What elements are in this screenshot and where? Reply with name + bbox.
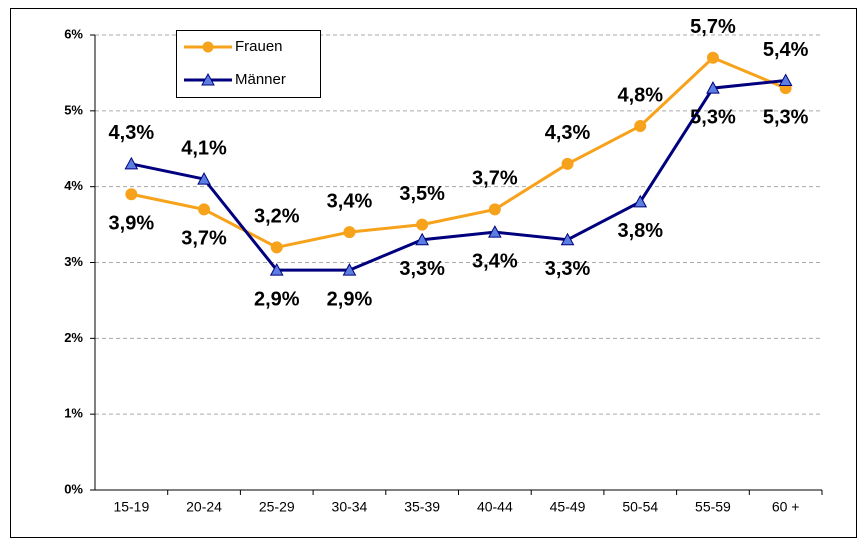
marker	[706, 51, 719, 64]
legend-marker	[201, 72, 215, 86]
marker	[706, 81, 720, 94]
x-tick-label: 40-44	[477, 499, 513, 515]
marker	[270, 241, 283, 254]
data-label: 3,9%	[109, 213, 155, 235]
marker	[197, 172, 211, 185]
y-tick-label: 0%	[64, 481, 83, 496]
marker	[342, 263, 357, 276]
marker	[633, 194, 648, 208]
x-tick-label: 45-49	[550, 499, 586, 515]
data-label: 5,7%	[690, 16, 736, 38]
data-label: 3,4%	[327, 190, 373, 212]
legend-label: Männer	[235, 71, 286, 88]
series-line	[131, 79, 786, 272]
data-label: 2,9%	[327, 288, 373, 310]
data-label: 3,2%	[254, 206, 300, 228]
marker	[343, 226, 356, 239]
marker	[198, 203, 211, 216]
data-label: 5,3%	[763, 106, 809, 128]
data-label: 4,3%	[109, 122, 155, 144]
marker	[416, 218, 429, 231]
x-tick-label: 60 +	[772, 499, 800, 515]
data-label: 3,3%	[399, 258, 445, 280]
y-tick-label: 5%	[64, 102, 83, 117]
legend: Frauen Männer	[176, 30, 321, 98]
data-label: 4,1%	[181, 137, 227, 159]
marker	[634, 120, 647, 132]
marker	[488, 203, 501, 216]
x-tick-label: 30-34	[332, 499, 368, 515]
legend-marker	[202, 41, 214, 53]
marker	[488, 225, 502, 238]
marker	[269, 263, 284, 276]
x-tick-label: 35-39	[404, 499, 440, 515]
data-label: 4,8%	[617, 84, 663, 106]
x-tick-label: 25-29	[259, 499, 295, 515]
data-label: 3,7%	[472, 168, 518, 190]
x-tick-label: 20-24	[186, 499, 222, 515]
data-label: 4,3%	[545, 122, 591, 144]
legend-box	[176, 30, 321, 98]
y-tick-label: 4%	[64, 178, 83, 193]
series-line	[131, 55, 787, 249]
x-tick-label: 50-54	[622, 499, 658, 515]
data-label: 3,3%	[545, 258, 591, 280]
data-label: 2,9%	[254, 288, 300, 310]
marker	[124, 156, 139, 170]
chart-border	[10, 8, 857, 538]
legend-label: Frauen	[235, 38, 283, 55]
data-label: 3,7%	[181, 228, 227, 250]
y-tick-label: 3%	[64, 254, 83, 269]
y-tick-label: 2%	[64, 330, 83, 345]
marker	[415, 232, 429, 246]
marker	[125, 188, 138, 201]
data-label: 3,8%	[617, 220, 663, 242]
y-tick-label: 1%	[64, 406, 83, 421]
data-label: 3,4%	[472, 250, 518, 272]
data-label: 5,4%	[763, 39, 809, 61]
marker	[561, 157, 574, 170]
y-tick-label: 6%	[64, 26, 83, 41]
marker	[560, 232, 575, 246]
x-tick-label: 15-19	[113, 499, 149, 515]
x-tick-label: 55-59	[695, 499, 731, 515]
data-label: 5,3%	[690, 106, 736, 128]
marker	[778, 73, 793, 86]
data-label: 3,5%	[399, 183, 445, 205]
